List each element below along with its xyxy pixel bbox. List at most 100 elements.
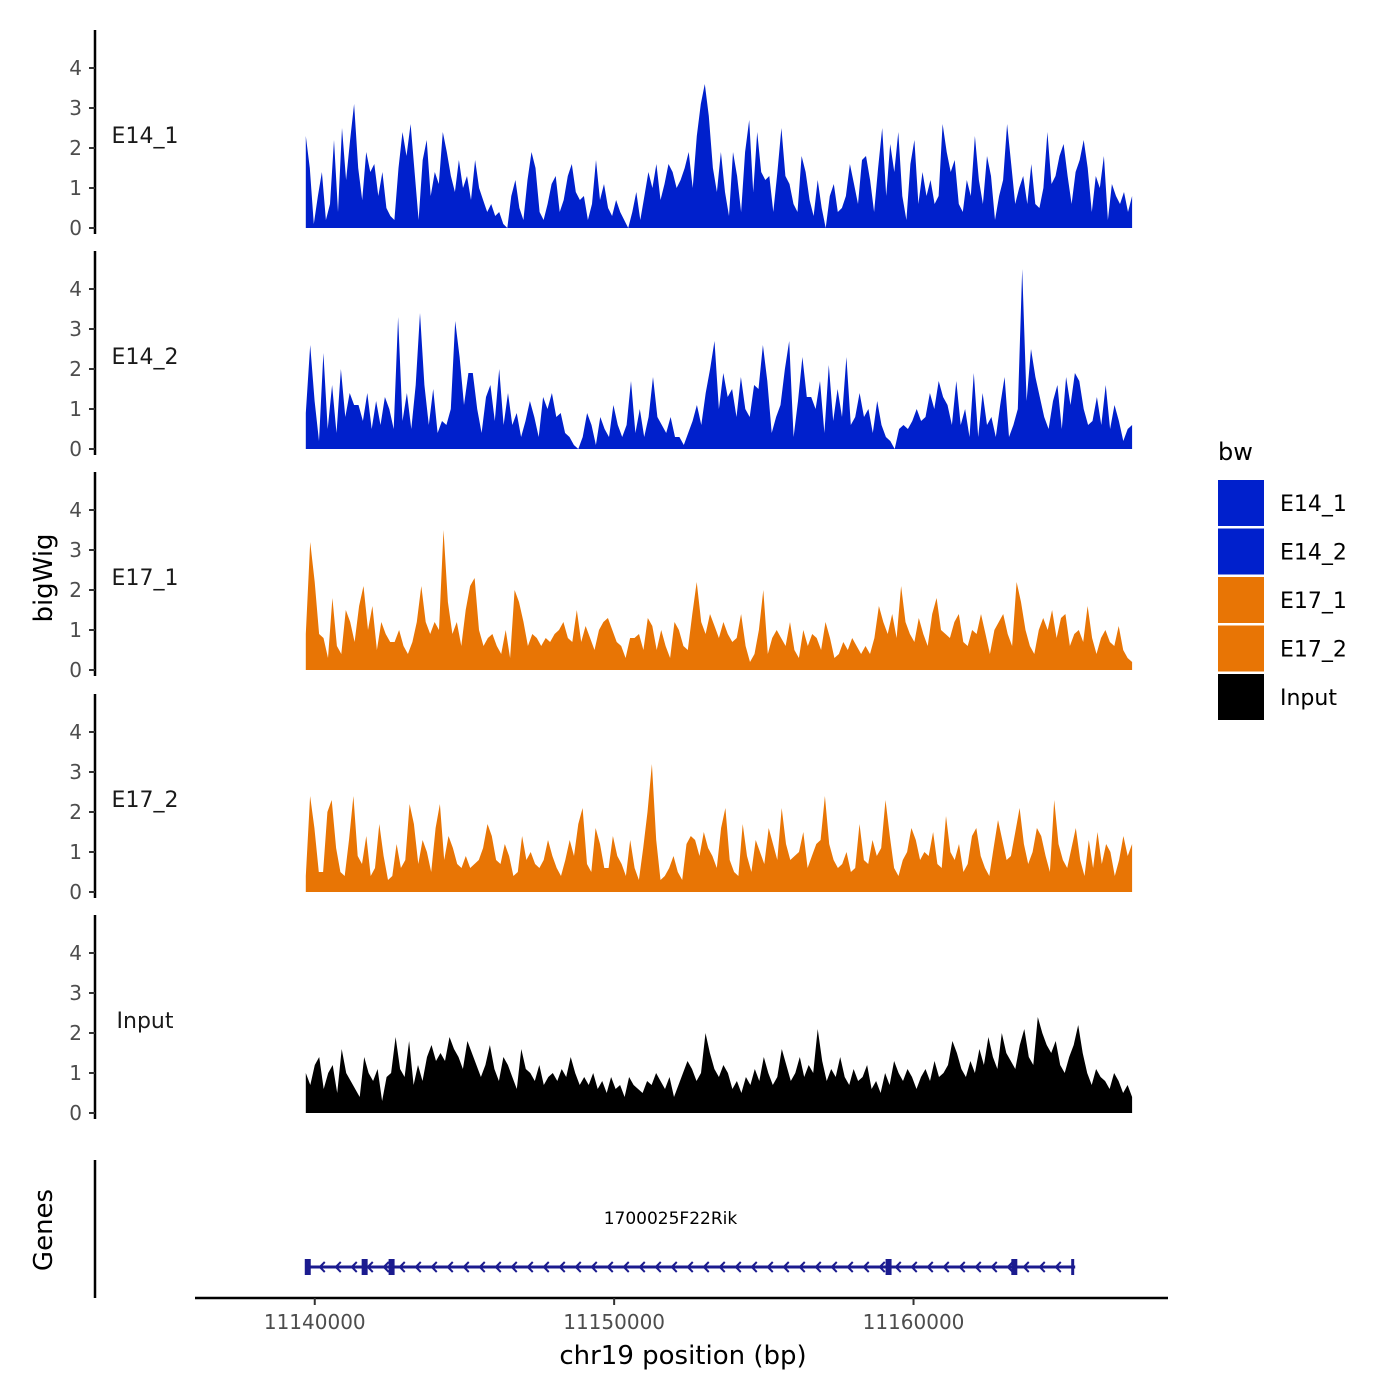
strand-arrow (398, 1261, 406, 1273)
strand-arrow (414, 1261, 422, 1273)
y-axis-title: bigWig (29, 533, 59, 622)
signal-area-E14_2 (305, 269, 1133, 449)
strand-arrow (558, 1261, 566, 1273)
y-tick-label: 0 (69, 880, 82, 904)
track-label: E17_2 (112, 788, 179, 813)
strand-arrow (958, 1261, 966, 1273)
y-tick-label: 4 (69, 277, 82, 301)
legend: bw E14_1 E14_2 E17_1 E17_2 Input (1218, 438, 1347, 720)
strand-arrow (702, 1261, 710, 1273)
y-tick-label: 2 (69, 1021, 82, 1045)
strand-arrow (894, 1261, 902, 1273)
strand-arrow (494, 1261, 502, 1273)
exon (388, 1259, 395, 1275)
track-label: E14_2 (112, 345, 179, 370)
y-tick-label: 1 (69, 1061, 82, 1085)
track-Input: 0 1 2 3 4 Input (69, 915, 1133, 1125)
strand-arrow (334, 1261, 342, 1273)
legend-key-E17_2 (1218, 625, 1264, 672)
strand-arrow (718, 1261, 726, 1273)
y-tick-label: 3 (69, 317, 82, 341)
tracks-layer: 0 1 2 3 4 E14_1 0 1 2 3 4 E14_2 0 1 2 3 4 E17_1 0 1 2 3 4 E17_2… (69, 30, 1133, 1125)
strand-arrow (574, 1261, 582, 1273)
strand-arrow (814, 1261, 822, 1273)
legend-label: E17_1 (1280, 589, 1347, 614)
strand-arrow (478, 1261, 486, 1273)
strand-arrow (750, 1261, 758, 1273)
x-axis-title: chr19 position (bp) (559, 1341, 806, 1371)
strand-arrow (606, 1261, 614, 1273)
x-axis: 11140000 11150000 11160000 (195, 1296, 1168, 1334)
strand-arrow (686, 1261, 694, 1273)
y-tick-label: 4 (69, 941, 82, 965)
x-tick-label: 11150000 (563, 1310, 665, 1334)
y-tick-label: 4 (69, 498, 82, 522)
strand-arrow (382, 1261, 390, 1273)
y-tick-label: 1 (69, 840, 82, 864)
signal-area-E17_1 (305, 530, 1133, 670)
y-tick-label: 1 (69, 176, 82, 200)
legend-key-E14_1 (1218, 480, 1264, 526)
strand-arrow (542, 1261, 550, 1273)
gene-1700025F22Rik: 1700025F22Rik (304, 1209, 1076, 1275)
genes-layer: 1700025F22Rik (93, 1160, 1076, 1298)
strand-arrow (590, 1261, 598, 1273)
strand-arrow (366, 1261, 374, 1273)
track-E17_2: 0 1 2 3 4 E17_2 (69, 694, 1133, 904)
strand-arrow (670, 1261, 678, 1273)
strand-arrow (638, 1261, 646, 1273)
strand-arrow (862, 1261, 870, 1273)
exon (1071, 1259, 1075, 1275)
y-tick-label: 2 (69, 800, 82, 824)
strand-arrow (878, 1261, 886, 1273)
y-tick-label: 3 (69, 538, 82, 562)
strand-arrow (1006, 1261, 1014, 1273)
exon (361, 1259, 368, 1275)
strand-arrow (318, 1261, 326, 1273)
track-E14_1: 0 1 2 3 4 E14_1 (69, 30, 1133, 240)
track-E14_2: 0 1 2 3 4 E14_2 (69, 251, 1133, 461)
strand-arrow (990, 1261, 998, 1273)
legend-key-Input (1218, 674, 1264, 720)
y-tick-label: 1 (69, 397, 82, 421)
legend-label: E17_2 (1280, 638, 1347, 663)
y-tick-label: 2 (69, 357, 82, 381)
y-tick-label: 0 (69, 216, 82, 240)
track-label: Input (117, 1009, 174, 1034)
track-E17_1: 0 1 2 3 4 E17_1 (69, 472, 1133, 682)
strand-arrow (734, 1261, 742, 1273)
strand-arrow (782, 1261, 790, 1273)
y-tick-label: 2 (69, 136, 82, 160)
strand-arrow (1054, 1261, 1062, 1273)
strand-arrow (926, 1261, 934, 1273)
y-tick-label: 2 (69, 578, 82, 602)
gene-name-label: 1700025F22Rik (604, 1209, 738, 1229)
x-tick-label: 11160000 (863, 1310, 965, 1334)
strand-arrow (1038, 1261, 1046, 1273)
genes-axis-title: Genes (29, 1189, 59, 1271)
strand-arrow (846, 1261, 854, 1273)
strand-arrow (910, 1261, 918, 1273)
x-tick-label: 11140000 (264, 1310, 366, 1334)
y-tick-label: 0 (69, 658, 82, 682)
strand-arrow (430, 1261, 438, 1273)
y-tick-label: 4 (69, 56, 82, 80)
legend-key-E14_2 (1218, 528, 1264, 575)
y-tick-label: 0 (69, 1101, 82, 1125)
legend-label: E14_2 (1280, 541, 1347, 566)
strand-arrow (830, 1261, 838, 1273)
legend-label: E14_1 (1280, 492, 1347, 517)
strand-arrow (622, 1261, 630, 1273)
strand-arrow (798, 1261, 806, 1273)
signal-area-Input (305, 1017, 1133, 1113)
strand-arrow (974, 1261, 982, 1273)
strand-arrow (510, 1261, 518, 1273)
y-tick-label: 3 (69, 760, 82, 784)
legend-title: bw (1218, 438, 1253, 466)
strand-arrow (446, 1261, 454, 1273)
strand-arrow (1022, 1261, 1030, 1273)
legend-key-E17_1 (1218, 577, 1264, 623)
exon (1011, 1259, 1018, 1275)
y-tick-label: 4 (69, 720, 82, 744)
